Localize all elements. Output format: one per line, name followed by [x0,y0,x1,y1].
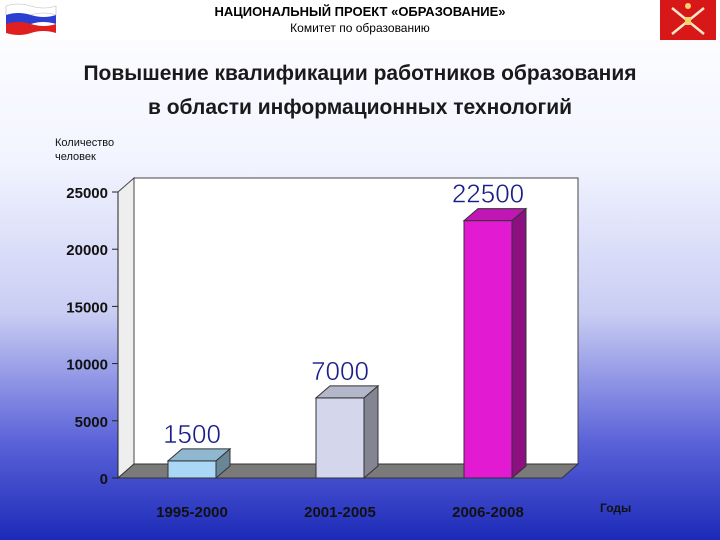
x-axis-label: Годы [600,501,631,515]
bar-front-3 [463,220,513,479]
y-tick-label: 15000 [66,299,108,316]
bar-front-1 [167,460,217,479]
bar-top-3 [462,208,528,222]
y-tick-label: 10000 [66,357,108,374]
bar-front-2 [315,397,365,479]
data-label-2: 7000 [311,356,369,386]
data-label-3: 22500 [452,179,524,209]
y-axis-label-line1: Количество [55,137,114,149]
x-tick-label-2: 2001-2005 [304,504,376,521]
data-label-1: 1500 [163,419,221,449]
x-tick-label-3: 2006-2008 [452,504,524,521]
bar-top-1 [166,448,232,462]
bar-top-2 [314,385,380,399]
header-bar: НАЦИОНАЛЬНЫЙ ПРОЕКТ «ОБРАЗОВАНИЕ» Комите… [0,0,720,40]
y-tick-label: 5000 [75,414,108,431]
saint-petersburg-emblem-icon [660,0,716,40]
y-tick-label: 0 [100,471,108,488]
y-tick-label: 25000 [66,185,108,202]
russian-flag-icon [5,3,57,35]
committee-subtitle: Комитет по образованию [290,21,430,35]
chart-title-line2: в области информационных технологий [147,96,573,119]
y-axis-label-line2: человек [55,151,96,163]
plot-side-wall [117,176,135,480]
project-title: НАЦИОНАЛЬНЫЙ ПРОЕКТ «ОБРАЗОВАНИЕ» [214,4,506,19]
bar-side-3 [511,207,527,480]
bar-side-2 [363,384,379,480]
y-tick-label: 20000 [66,242,108,259]
x-tick-label-1: 1995-2000 [156,504,228,521]
chart-title-line1: Повышение квалификации работников образо… [83,62,637,85]
